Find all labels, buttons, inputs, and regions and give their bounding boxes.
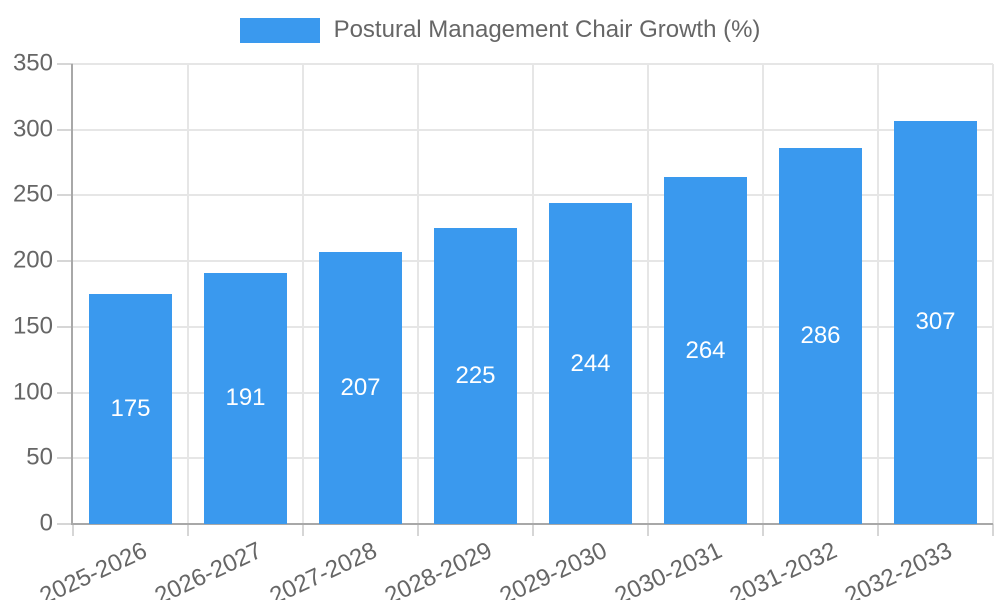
x-tick-mark [302,524,304,536]
x-tick-label: 2031-2032 [725,537,841,600]
bar-2032-2033[interactable] [894,120,977,524]
x-tick-label: 2028-2029 [380,537,496,600]
x-tick-label: 2032-2033 [840,537,956,600]
y-tick-label: 250 [12,180,53,208]
x-tick-label: 2026-2027 [150,537,266,600]
y-tick-mark [57,194,73,197]
legend: Postural Management Chair Growth (%) [0,16,1000,44]
y-tick-mark [57,128,73,131]
y-tick-mark [57,523,73,525]
bar-2025-2026[interactable] [89,294,172,524]
y-tick-label: 300 [12,115,53,143]
x-gridline [532,64,534,524]
x-gridline [877,64,879,524]
bar-2026-2027[interactable] [204,272,287,524]
y-tick-label: 0 [39,509,53,537]
x-tick-mark [647,524,649,536]
x-gridline [302,64,304,524]
x-tick-label: 2027-2028 [265,537,381,600]
x-tick-mark [187,524,189,536]
bar-2030-2031[interactable] [664,177,747,524]
legend-label: Postural Management Chair Growth (%) [333,16,761,43]
bar-2027-2028[interactable] [319,251,402,524]
legend-swatch-icon [239,17,320,43]
x-tick-label: 2029-2030 [495,537,611,600]
y-tick-mark [57,391,73,394]
y-tick-mark [57,457,73,460]
x-axis-line [71,523,993,525]
legend-item[interactable]: Postural Management Chair Growth (%) [239,16,761,44]
bar-2028-2029[interactable] [434,228,517,524]
x-tick-mark [992,524,994,536]
x-tick-mark [532,524,534,536]
x-gridline [187,64,189,524]
x-tick-mark [877,524,879,536]
y-tick-mark [57,63,73,65]
x-gridline [647,64,649,524]
x-gridline [417,64,419,524]
y-tick-label: 50 [26,443,53,471]
x-tick-label: 2025-2026 [35,537,151,600]
x-tick-mark [72,524,74,536]
bar-2029-2030[interactable] [549,203,632,524]
x-tick-mark [762,524,764,536]
y-tick-label: 150 [12,312,53,340]
x-gridline [992,64,994,524]
y-axis-line [71,64,73,524]
x-tick-label: 2030-2031 [610,537,726,600]
y-tick-label: 100 [12,378,53,406]
y-tick-mark [57,325,73,328]
y-tick-mark [57,260,73,263]
x-tick-mark [417,524,419,536]
bar-2031-2032[interactable] [779,148,862,524]
y-tick-label: 200 [12,246,53,274]
y-tick-label: 350 [12,49,53,77]
x-gridline [762,64,764,524]
